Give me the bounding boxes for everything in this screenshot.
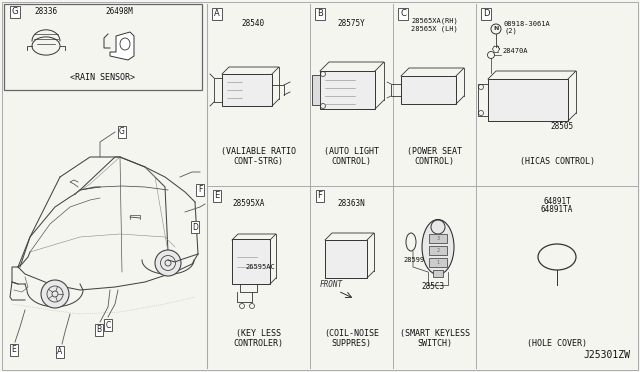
Text: N: N bbox=[493, 26, 499, 32]
Text: 3: 3 bbox=[436, 236, 440, 241]
Bar bbox=[401, 76, 456, 104]
Bar bbox=[429, 234, 447, 243]
Text: 26595AC: 26595AC bbox=[245, 264, 275, 270]
Text: 26498M: 26498M bbox=[105, 7, 133, 16]
Text: (2): (2) bbox=[504, 28, 516, 35]
Text: F: F bbox=[317, 192, 323, 201]
Ellipse shape bbox=[41, 280, 69, 308]
Text: 08918-3061A: 08918-3061A bbox=[504, 21, 551, 27]
Text: D: D bbox=[483, 10, 489, 19]
Bar bbox=[429, 246, 447, 255]
Bar bbox=[312, 75, 320, 105]
Bar bbox=[488, 79, 568, 121]
Text: 28336: 28336 bbox=[35, 7, 58, 16]
Text: G: G bbox=[119, 128, 125, 137]
Bar bbox=[433, 270, 443, 277]
Bar bbox=[325, 240, 367, 278]
Text: (VALIABLE RATIO
CONT-STRG): (VALIABLE RATIO CONT-STRG) bbox=[221, 147, 296, 166]
Bar bbox=[222, 74, 272, 106]
Bar bbox=[4, 4, 202, 90]
Text: 28505: 28505 bbox=[550, 122, 573, 131]
Text: (HOLE COVER): (HOLE COVER) bbox=[527, 339, 587, 348]
Text: A: A bbox=[214, 10, 220, 19]
Text: 28575Y: 28575Y bbox=[338, 19, 365, 28]
Text: (AUTO LIGHT
CONTROL): (AUTO LIGHT CONTROL) bbox=[324, 147, 379, 166]
Text: 285C3: 285C3 bbox=[421, 282, 444, 291]
Text: (COIL-NOISE
SUPPRES): (COIL-NOISE SUPPRES) bbox=[324, 328, 379, 348]
Text: F: F bbox=[198, 186, 202, 195]
Text: (HICAS CONTROL): (HICAS CONTROL) bbox=[520, 157, 595, 166]
Text: E: E bbox=[12, 346, 17, 355]
Text: 28565X (LH): 28565X (LH) bbox=[411, 25, 458, 32]
Text: A: A bbox=[58, 347, 63, 356]
Text: J25301ZW: J25301ZW bbox=[583, 350, 630, 360]
Text: (POWER SEAT
CONTROL): (POWER SEAT CONTROL) bbox=[407, 147, 462, 166]
Text: (SMART KEYLESS
SWITCH): (SMART KEYLESS SWITCH) bbox=[399, 328, 470, 348]
Text: 64891TA: 64891TA bbox=[541, 205, 573, 214]
Ellipse shape bbox=[422, 219, 454, 275]
Polygon shape bbox=[110, 32, 134, 60]
Bar bbox=[232, 239, 270, 284]
Text: 28595XA: 28595XA bbox=[232, 199, 264, 208]
Text: 28540: 28540 bbox=[242, 19, 265, 28]
Text: D: D bbox=[192, 222, 198, 231]
Text: (KEY LESS
CONTROLER): (KEY LESS CONTROLER) bbox=[234, 328, 284, 348]
Text: C: C bbox=[106, 321, 111, 330]
Text: 28565XA(RH): 28565XA(RH) bbox=[411, 17, 458, 23]
Text: 1: 1 bbox=[436, 260, 440, 265]
Text: 64891T: 64891T bbox=[543, 197, 571, 206]
Text: 28470A: 28470A bbox=[502, 48, 527, 54]
Text: 2: 2 bbox=[436, 248, 440, 253]
Text: C: C bbox=[400, 10, 406, 19]
Text: FRONT: FRONT bbox=[320, 280, 343, 289]
Text: B: B bbox=[317, 10, 323, 19]
Text: <RAIN SENSOR>: <RAIN SENSOR> bbox=[70, 73, 136, 82]
Text: B: B bbox=[97, 326, 102, 334]
Text: G: G bbox=[12, 7, 19, 16]
Text: 28363N: 28363N bbox=[338, 199, 365, 208]
Ellipse shape bbox=[155, 250, 181, 276]
Bar bbox=[320, 71, 375, 109]
Text: E: E bbox=[214, 192, 220, 201]
Text: 28599: 28599 bbox=[403, 257, 424, 263]
Bar bbox=[429, 258, 447, 267]
